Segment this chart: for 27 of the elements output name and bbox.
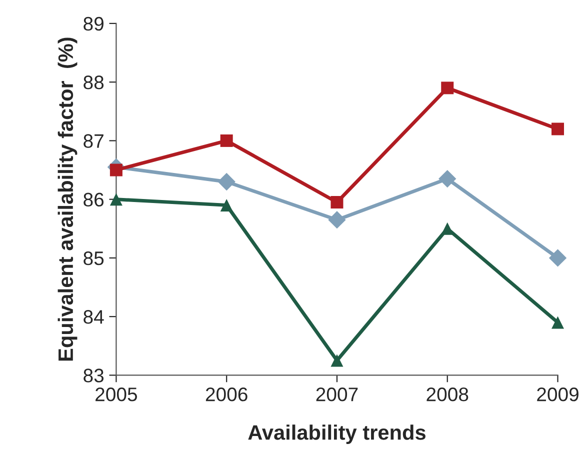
y-axis-title: Equivalent availability factor (%) bbox=[58, 38, 78, 361]
x-axis-title: Availability trends bbox=[248, 424, 426, 444]
point bbox=[441, 82, 454, 94]
y-tick-label: 84 bbox=[84, 310, 104, 324]
point bbox=[438, 170, 456, 188]
y-tick-label: 87 bbox=[84, 134, 104, 148]
point bbox=[328, 211, 346, 229]
point bbox=[552, 122, 564, 136]
x-tick-label: 2005 bbox=[96, 388, 138, 402]
y-tick-label: 89 bbox=[84, 16, 104, 31]
point bbox=[330, 196, 344, 209]
point bbox=[330, 354, 344, 367]
y-tick-label: 85 bbox=[84, 251, 104, 266]
x-tick-label: 2009 bbox=[537, 388, 578, 402]
point bbox=[110, 193, 122, 206]
point bbox=[218, 172, 236, 191]
x-tick-label: 2008 bbox=[426, 388, 468, 402]
y-tick-label: 86 bbox=[84, 192, 104, 207]
point bbox=[110, 164, 122, 176]
y-tick-label: 83 bbox=[84, 368, 104, 382]
x-tick-label: 2006 bbox=[206, 388, 248, 402]
x-tick-label: 2007 bbox=[316, 388, 358, 402]
point bbox=[552, 316, 564, 329]
point bbox=[548, 249, 567, 267]
point bbox=[220, 198, 233, 212]
point bbox=[220, 134, 233, 147]
y-tick-label: 88 bbox=[84, 76, 104, 90]
